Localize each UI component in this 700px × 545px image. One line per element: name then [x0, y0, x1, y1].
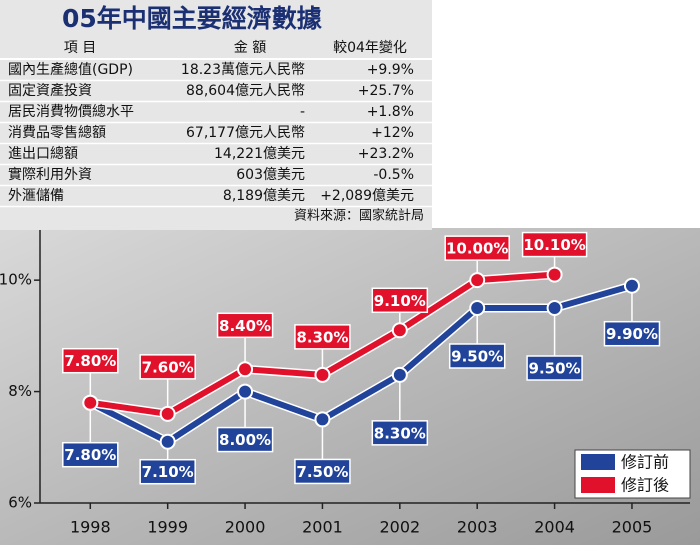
table-cell: 外滙儲備	[8, 188, 64, 204]
table-cell: 18.23萬億元人民幣	[181, 62, 305, 78]
value-label-box	[603, 320, 661, 347]
x-tick-label: 2002	[379, 518, 420, 537]
legend-label: 修訂後	[621, 476, 669, 495]
table-cell: 603億美元	[236, 167, 305, 183]
data-point	[469, 272, 486, 289]
table-cell: -0.5%	[373, 167, 414, 183]
value-label: 8.30%	[296, 328, 348, 346]
table-cell: -	[300, 104, 305, 120]
table-cell: 8,189億美元	[223, 188, 305, 204]
x-tick-label: 2003	[457, 518, 498, 537]
table-cell: 居民消費物價總水平	[8, 103, 134, 120]
data-point	[546, 300, 563, 316]
x-tick-label: 2004	[534, 518, 575, 537]
table-cell: 14,221億美元	[214, 146, 305, 162]
table-header: 項 目	[64, 40, 96, 56]
value-label-box	[139, 354, 196, 380]
data-point	[623, 277, 640, 294]
value-label: 10.10%	[523, 236, 585, 254]
value-label-box	[294, 458, 351, 485]
table-header: 金 額	[234, 40, 266, 56]
table-source: 資料來源：國家統計局	[294, 208, 424, 224]
data-point	[237, 383, 254, 400]
table-title: 05年中國主要經濟數據	[62, 4, 323, 33]
table-cell: +2,089億美元	[320, 188, 414, 204]
table-cell: +9.9%	[367, 62, 414, 78]
value-label-box	[526, 355, 583, 381]
chart: 6% 8% 10% 1998 1999 2000 2001 2002 2003 2004 2005 7…	[0, 230, 691, 537]
table-cell: +25.7%	[358, 83, 414, 99]
series-line	[88, 282, 633, 445]
table-cell: 88,604億元人民幣	[186, 83, 305, 99]
value-label-box	[371, 420, 429, 446]
value-label: 7.60%	[142, 358, 194, 376]
value-label-box	[216, 312, 274, 339]
data-point	[82, 394, 99, 411]
value-label-box	[62, 441, 119, 468]
value-label-box	[216, 426, 274, 453]
value-label: 7.10%	[142, 463, 194, 481]
legend-swatch	[581, 454, 615, 470]
value-label: 7.50%	[296, 463, 348, 481]
value-label-box	[521, 231, 588, 258]
y-tick-label: 10%	[0, 271, 32, 289]
value-label-box	[139, 458, 196, 485]
table-cell: 消費品零售總額	[8, 124, 106, 141]
data-point	[159, 405, 176, 422]
legend-swatch	[581, 477, 615, 493]
table-cell: 國內生產總值(GDP)	[8, 61, 133, 78]
value-label-box	[448, 343, 506, 369]
value-label: 9.10%	[374, 292, 426, 310]
data-point	[391, 322, 408, 339]
value-label: 10.00%	[446, 240, 508, 258]
table-cell: 實際利用外資	[8, 166, 92, 183]
table-cell: +12%	[371, 125, 414, 141]
x-tick-label: 2005	[612, 518, 653, 537]
data-point	[546, 266, 563, 283]
y-tick-label: 6%	[8, 494, 32, 512]
table-cell: +1.8%	[367, 104, 414, 120]
value-label-box	[294, 324, 351, 350]
data-point	[314, 411, 331, 428]
x-tick-label: 2001	[302, 518, 343, 537]
y-tick-label: 8%	[8, 382, 32, 400]
data-point	[314, 366, 331, 383]
table-cell: 進出口總額	[8, 145, 78, 162]
x-tick-label: 2000	[225, 518, 266, 537]
value-label-box	[444, 235, 510, 261]
x-tick-label: 1999	[147, 518, 188, 537]
data-point	[159, 433, 176, 450]
value-label: 7.80%	[64, 446, 116, 464]
table-header: 較04年變化	[333, 40, 407, 56]
value-label: 9.90%	[606, 325, 658, 343]
value-label: 9.50%	[451, 348, 503, 366]
data-point	[469, 300, 486, 316]
legend-label: 修訂前	[621, 453, 669, 472]
x-tick-label: 1998	[70, 518, 111, 537]
value-label-box	[62, 347, 119, 374]
data-point	[237, 361, 254, 378]
value-label: 8.40%	[219, 317, 271, 335]
data-point	[391, 366, 408, 383]
table-cell: +23.2%	[358, 146, 414, 162]
value-label-box	[371, 287, 429, 314]
table-cell: 67,177億元人民幣	[186, 125, 305, 141]
value-label: 8.30%	[374, 424, 426, 442]
table-cell: 固定資產投資	[8, 82, 92, 99]
value-label: 7.80%	[64, 352, 116, 370]
table-background	[0, 0, 432, 230]
value-label: 9.50%	[529, 360, 581, 378]
value-label: 8.00%	[219, 431, 271, 449]
